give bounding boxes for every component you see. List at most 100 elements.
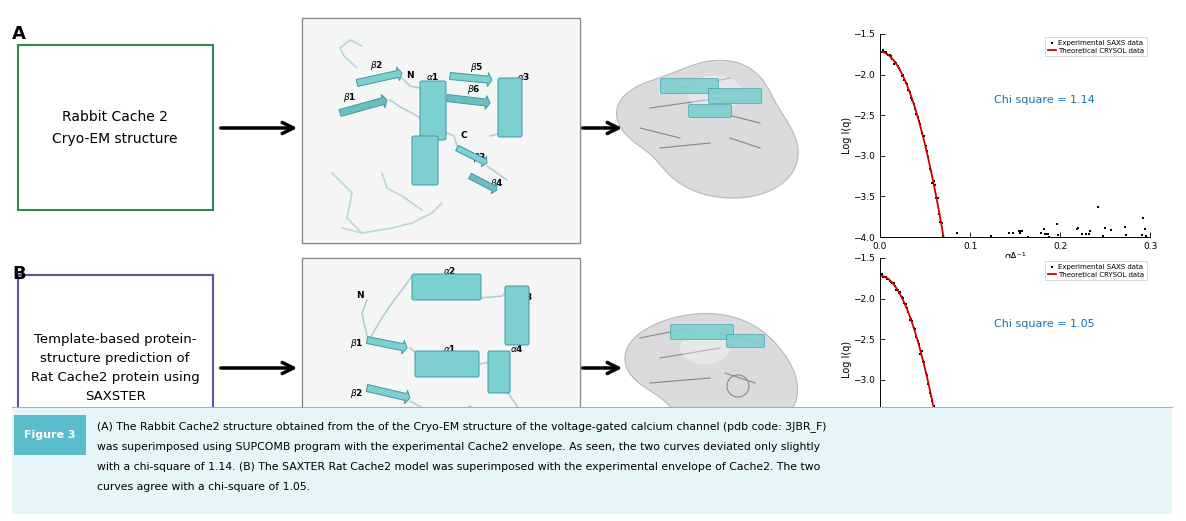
- Experimental SAXS data: [1118, 240, 1137, 249]
- Experimental SAXS data: [1022, 240, 1041, 248]
- Experimental SAXS data: [1048, 473, 1067, 481]
- Experimental SAXS data: [1088, 249, 1107, 257]
- Text: Chi square = 1.14: Chi square = 1.14: [994, 95, 1095, 105]
- Experimental SAXS data: [954, 242, 973, 251]
- Text: $\beta$6: $\beta$6: [467, 83, 480, 96]
- Experimental SAXS data: [949, 238, 968, 246]
- Theoretical CRYSOL data: [1117, 466, 1131, 473]
- Experimental SAXS data: [1076, 249, 1095, 257]
- Experimental SAXS data: [1025, 249, 1044, 257]
- Experimental SAXS data: [1115, 222, 1134, 231]
- Experimental SAXS data: [882, 279, 901, 288]
- Experimental SAXS data: [948, 464, 967, 473]
- FancyBboxPatch shape: [302, 258, 580, 453]
- Experimental SAXS data: [1067, 225, 1086, 233]
- Experimental SAXS data: [931, 218, 950, 226]
- Experimental SAXS data: [1041, 241, 1060, 250]
- Experimental SAXS data: [880, 51, 899, 59]
- Experimental SAXS data: [1077, 230, 1096, 239]
- Experimental SAXS data: [963, 243, 982, 251]
- Experimental SAXS data: [943, 238, 962, 246]
- X-axis label: qA⁻¹: qA⁻¹: [1005, 252, 1026, 262]
- Experimental SAXS data: [1035, 230, 1054, 238]
- Experimental SAXS data: [885, 279, 904, 288]
- Text: $\alpha$1: $\alpha$1: [426, 70, 440, 81]
- Experimental SAXS data: [925, 180, 944, 189]
- Text: Rabbit Cache 2
Cryo-EM structure: Rabbit Cache 2 Cryo-EM structure: [52, 110, 178, 146]
- Experimental SAXS data: [930, 437, 949, 445]
- Experimental SAXS data: [1056, 244, 1075, 253]
- Text: (A) The Rabbit Cache2 structure obtained from the of the Cryo-EM structure of th: (A) The Rabbit Cache2 structure obtained…: [97, 421, 827, 432]
- Experimental SAXS data: [1052, 473, 1071, 481]
- Experimental SAXS data: [959, 246, 978, 255]
- Experimental SAXS data: [908, 113, 927, 121]
- Experimental SAXS data: [1003, 229, 1022, 237]
- Experimental SAXS data: [886, 282, 905, 291]
- Experimental SAXS data: [1034, 460, 1053, 468]
- Experimental SAXS data: [1133, 472, 1152, 480]
- Experimental SAXS data: [1103, 242, 1122, 251]
- Experimental SAXS data: [1054, 462, 1073, 470]
- FancyBboxPatch shape: [661, 79, 719, 93]
- Experimental SAXS data: [1130, 245, 1149, 254]
- Experimental SAXS data: [1126, 466, 1144, 474]
- Experimental SAXS data: [874, 45, 893, 54]
- Theoretical CRYSOL data: [1117, 242, 1131, 249]
- Experimental SAXS data: [1075, 466, 1093, 474]
- Experimental SAXS data: [935, 461, 954, 469]
- Experimental SAXS data: [997, 456, 1016, 464]
- Experimental SAXS data: [1009, 464, 1028, 472]
- Experimental SAXS data: [976, 451, 995, 460]
- Experimental SAXS data: [931, 435, 950, 443]
- Experimental SAXS data: [1131, 249, 1150, 257]
- Experimental SAXS data: [940, 462, 959, 470]
- Experimental SAXS data: [977, 240, 996, 248]
- Experimental SAXS data: [1118, 445, 1137, 454]
- Text: $\alpha$1: $\alpha$1: [444, 342, 457, 354]
- Theoretical CRYSOL data: [891, 287, 905, 293]
- Experimental SAXS data: [1000, 229, 1019, 237]
- Experimental SAXS data: [920, 165, 939, 173]
- Experimental SAXS data: [1070, 243, 1089, 251]
- Experimental SAXS data: [1001, 240, 1020, 249]
- Experimental SAXS data: [936, 237, 955, 245]
- Experimental SAXS data: [900, 88, 919, 96]
- Text: $\alpha$2: $\alpha$2: [420, 126, 433, 137]
- Experimental SAXS data: [993, 458, 1012, 466]
- Experimental SAXS data: [919, 379, 938, 388]
- Experimental SAXS data: [1082, 233, 1101, 242]
- Experimental SAXS data: [1098, 244, 1117, 253]
- Polygon shape: [455, 145, 487, 167]
- Experimental SAXS data: [1057, 249, 1076, 257]
- Experimental SAXS data: [1022, 471, 1041, 479]
- Experimental SAXS data: [923, 179, 942, 188]
- Text: $\beta$2: $\beta$2: [370, 58, 383, 71]
- Experimental SAXS data: [1089, 203, 1108, 212]
- Experimental SAXS data: [1111, 249, 1130, 257]
- Experimental SAXS data: [1063, 456, 1082, 464]
- Experimental SAXS data: [1025, 473, 1044, 481]
- Experimental SAXS data: [935, 238, 954, 246]
- Experimental SAXS data: [1054, 235, 1073, 243]
- Experimental SAXS data: [1026, 465, 1045, 474]
- Experimental SAXS data: [1123, 249, 1142, 257]
- Experimental SAXS data: [1090, 462, 1109, 470]
- Experimental SAXS data: [1035, 473, 1054, 481]
- Experimental SAXS data: [912, 128, 931, 137]
- Experimental SAXS data: [1012, 458, 1031, 467]
- Experimental SAXS data: [1108, 473, 1127, 481]
- Experimental SAXS data: [1089, 440, 1108, 448]
- Text: was superimposed using SUPCOMB program with the experimental Cache2 envelope. As: was superimposed using SUPCOMB program w…: [97, 442, 820, 452]
- Experimental SAXS data: [967, 457, 986, 465]
- Experimental SAXS data: [923, 397, 942, 405]
- Experimental SAXS data: [1086, 249, 1105, 257]
- Experimental SAXS data: [1130, 427, 1149, 435]
- Text: $\alpha$3: $\alpha$3: [521, 291, 534, 302]
- Experimental SAXS data: [1046, 249, 1065, 257]
- Experimental SAXS data: [1015, 249, 1034, 257]
- Experimental SAXS data: [1114, 457, 1133, 465]
- Theoretical CRYSOL data: [891, 63, 905, 69]
- Experimental SAXS data: [990, 461, 1009, 469]
- Experimental SAXS data: [1020, 473, 1039, 481]
- Experimental SAXS data: [1115, 453, 1134, 462]
